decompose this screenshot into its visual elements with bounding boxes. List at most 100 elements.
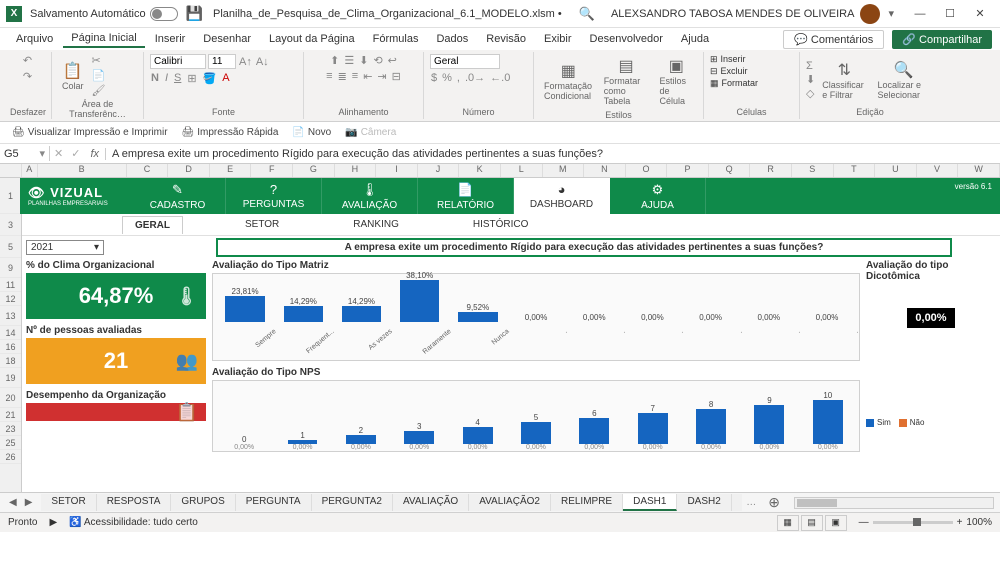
insert-cells-button[interactable]: ⊞Inserir	[710, 54, 746, 65]
font-select[interactable]	[150, 54, 206, 69]
col-header-G[interactable]: G	[293, 164, 335, 177]
row-header-3[interactable]: 3	[0, 214, 21, 236]
sub-tab-geral[interactable]: GERAL	[122, 216, 183, 234]
formula-input[interactable]: A empresa exite um procedimento Rígido p…	[106, 147, 1000, 161]
row-header-13[interactable]: 13	[0, 306, 21, 326]
sheet-tab-avaliação2[interactable]: AVALIAÇÃO2	[469, 494, 551, 511]
dash-tab-relatório[interactable]: 📄RELATÓRIO	[418, 178, 514, 214]
col-header-M[interactable]: M	[543, 164, 585, 177]
sort-filter-button[interactable]: ⇅Classificar e Filtrar	[818, 58, 870, 102]
col-header-T[interactable]: T	[834, 164, 876, 177]
underline-icon[interactable]: S	[174, 72, 181, 85]
sheet-tab-relimpre[interactable]: RELIMPRE	[551, 494, 623, 511]
currency-icon[interactable]: $	[431, 72, 437, 84]
merge-icon[interactable]: ⊟	[392, 70, 401, 83]
align-top-icon[interactable]: ⬆	[330, 54, 339, 67]
sheet-tab-dash1[interactable]: DASH1	[623, 494, 677, 511]
sheet-tab-setor[interactable]: SETOR	[41, 494, 96, 511]
tab-nav-first[interactable]: ◀	[6, 497, 20, 508]
align-right-icon[interactable]: ≡	[352, 70, 358, 83]
format-cells-button[interactable]: ▦Formatar	[710, 78, 758, 89]
col-header-V[interactable]: V	[917, 164, 959, 177]
col-header-Q[interactable]: Q	[709, 164, 751, 177]
new-button[interactable]: 📄 Novo	[288, 126, 335, 139]
col-header-P[interactable]: P	[667, 164, 709, 177]
row-header-18[interactable]: 18	[0, 354, 21, 368]
indent-dec-icon[interactable]: ⇤	[363, 70, 372, 83]
row-header-19[interactable]: 19	[0, 368, 21, 388]
search-icon[interactable]: 🔍	[579, 6, 595, 22]
share-button[interactable]: 🔗 Compartilhar	[892, 30, 992, 49]
row-header-1[interactable]: 1	[0, 178, 21, 214]
menu-ajuda[interactable]: Ajuda	[673, 31, 717, 47]
align-center-icon[interactable]: ≣	[338, 70, 347, 83]
zoom-in-button[interactable]: +	[957, 517, 963, 528]
row-header-21[interactable]: 21	[0, 408, 21, 422]
save-icon[interactable]: 💾	[186, 5, 203, 22]
menu-desenhar[interactable]: Desenhar	[195, 31, 259, 47]
dash-tab-perguntas[interactable]: ?PERGUNTAS	[226, 178, 322, 214]
fmt-painter-icon[interactable]: 🖌	[92, 84, 106, 97]
comments-button[interactable]: 💬 Comentários	[783, 30, 884, 49]
view-layout-button[interactable]: ▤	[801, 515, 823, 531]
col-header-O[interactable]: O	[626, 164, 668, 177]
align-left-icon[interactable]: ≡	[326, 70, 332, 83]
row-header-9[interactable]: 9	[0, 258, 21, 278]
find-select-button[interactable]: 🔍Localizar e Selecionar	[873, 58, 934, 102]
sheet-tab-dash2[interactable]: DASH2	[677, 494, 731, 511]
col-header-C[interactable]: C	[127, 164, 169, 177]
col-header-D[interactable]: D	[168, 164, 210, 177]
fill-down-icon[interactable]: ⬇	[806, 73, 815, 86]
autosave-toggle[interactable]	[150, 7, 178, 21]
orient-icon[interactable]: ⟲	[373, 54, 382, 67]
border-icon[interactable]: ⊞	[187, 72, 196, 85]
close-button[interactable]: ✕	[966, 4, 994, 24]
cut-icon[interactable]: ✂	[92, 54, 106, 67]
col-header-A[interactable]: A	[22, 164, 38, 177]
dash-tab-avaliação[interactable]: 🌡AVALIAÇÃO	[322, 178, 418, 214]
dash-tab-dashboard[interactable]: ◕DASHBOARD	[514, 178, 610, 214]
menu-arquivo[interactable]: Arquivo	[8, 31, 61, 47]
view-normal-button[interactable]: ▦	[777, 515, 799, 531]
dec-inc-icon[interactable]: .0→	[465, 72, 485, 84]
redo-icon[interactable]: ↷	[23, 70, 32, 83]
col-header-W[interactable]: W	[958, 164, 1000, 177]
print-preview-button[interactable]: 🖨 Visualizar Impressão e Imprimir	[8, 126, 172, 139]
menu-desenvolvedor[interactable]: Desenvolvedor	[582, 31, 671, 47]
menu-fórmulas[interactable]: Fórmulas	[365, 31, 427, 47]
align-bot-icon[interactable]: ⬇	[359, 54, 368, 67]
sheet-tab-dash3[interactable]: DASH3	[732, 494, 742, 511]
fx-label[interactable]: fx	[84, 148, 106, 160]
copy-icon[interactable]: 📄	[92, 69, 106, 82]
sub-tab-setor[interactable]: SETOR	[233, 216, 291, 233]
view-break-button[interactable]: ▣	[825, 515, 847, 531]
row-header-26[interactable]: 26	[0, 450, 21, 464]
col-header-N[interactable]: N	[584, 164, 626, 177]
col-header-S[interactable]: S	[792, 164, 834, 177]
number-format-select[interactable]	[430, 54, 500, 69]
cell-reference[interactable]: G5 ▾	[0, 146, 50, 161]
col-header-J[interactable]: J	[418, 164, 460, 177]
fill-icon[interactable]: 🪣	[203, 72, 217, 85]
quick-print-button[interactable]: 🖨 Impressão Rápida	[178, 126, 283, 139]
camera-button[interactable]: 📷 Câmera	[341, 126, 400, 139]
font-color-icon[interactable]: A	[222, 72, 229, 85]
menu-dados[interactable]: Dados	[428, 31, 476, 47]
ribbon-toggle-icon[interactable]: ▾	[888, 7, 894, 20]
italic-icon[interactable]: I	[165, 72, 168, 85]
add-sheet-button[interactable]: ⊕	[760, 494, 788, 511]
format-table-button[interactable]: ▤Formatar como Tabela	[600, 54, 653, 108]
dec-dec-icon[interactable]: ←.0	[490, 72, 510, 84]
maximize-button[interactable]: ☐	[936, 4, 964, 24]
comma-icon[interactable]: ,	[457, 72, 460, 84]
row-header-11[interactable]: 11	[0, 278, 21, 292]
undo-icon[interactable]: ↶	[23, 54, 32, 67]
row-header-5[interactable]: 5	[0, 236, 21, 258]
col-header-H[interactable]: H	[335, 164, 377, 177]
autosum-icon[interactable]: Σ	[806, 60, 815, 72]
indent-inc-icon[interactable]: ⇥	[377, 70, 386, 83]
dash-tab-cadastro[interactable]: ✎CADASTRO	[130, 178, 226, 214]
tab-nav-prev[interactable]: ▶	[22, 497, 36, 508]
paste-button[interactable]: 📋Colar	[58, 59, 88, 93]
sub-tab-ranking[interactable]: RANKING	[341, 216, 411, 233]
